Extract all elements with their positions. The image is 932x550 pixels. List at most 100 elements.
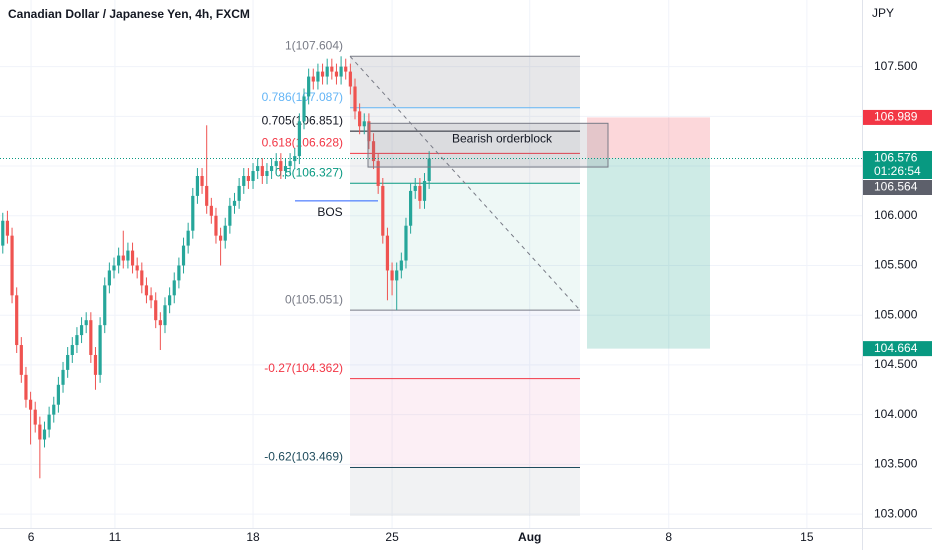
candle-body [214,215,218,236]
candle-body [279,161,283,172]
candle-body [334,71,339,77]
candle-body [418,185,422,201]
candle-body [413,185,417,191]
y-tick-label: 107.500 [874,59,918,73]
candle-body [399,260,403,271]
price-badge-label: 106.564 [874,180,918,194]
drawing-tools: 1(107.604) 0.786(107.087) 0.705(106.851) 0.… [262,38,710,516]
fib-label: 0(105.051) [285,292,343,306]
price-badge [863,341,932,357]
candle-body [130,250,135,266]
candle-body [237,185,241,201]
candle-body [38,424,42,440]
candle-body [395,270,399,281]
candle-body [297,121,301,157]
candle-body [93,354,98,375]
candle-body [358,111,362,127]
orderblock-label: Bearish orderblock [452,131,553,145]
candle-body [70,345,74,355]
candle-body [149,295,153,301]
fib-label: 0.618(106.628) [262,136,343,150]
candle-body [135,265,139,271]
candle-body [390,270,394,281]
candle-body [325,66,329,77]
x-tick-label: 15 [800,530,814,544]
candle-body [121,255,125,261]
candle-body [209,205,213,216]
candle-body [181,245,186,266]
candle-body [353,86,357,112]
fib-band [350,378,580,468]
y-tick-label: 104.000 [874,407,918,421]
candle-body [191,195,195,231]
fib-label: 0.705(106.851) [262,113,343,127]
fib-band [350,131,580,154]
candle-body [367,121,371,142]
candle-body [422,180,427,201]
candle-body [330,66,334,72]
price-badge-label: 106.576 [874,151,918,165]
candle-body [154,300,158,321]
candle-body [33,409,37,425]
y-tick-label: 106.000 [874,208,918,222]
candle-body [288,161,292,167]
y-tick-label: 105.500 [874,258,918,272]
candle-body [42,429,47,440]
candle-body [117,255,121,266]
x-tick-label: 8 [665,530,672,544]
fib-label: 1(107.604) [285,38,343,52]
overlay: Bearish orderblock BOS [0,122,862,219]
price-badge [863,179,932,195]
candle-body [200,176,204,186]
x-tick-label: 6 [28,530,35,544]
y-tick-label: 103.000 [874,506,918,520]
candle-body [66,354,70,370]
fib-label: 0.786(107.087) [262,90,343,104]
x-tick-label: Aug [518,530,541,544]
candle-body [112,265,116,271]
candle-body [223,225,227,241]
fib-band [350,310,580,379]
candle-body [163,305,167,326]
candle-body [265,171,269,176]
candle-body [1,220,5,246]
candle-body [256,166,260,172]
candle-body [28,399,33,410]
candle-body [307,76,311,97]
candle-body [56,384,60,405]
candle-body [320,71,325,77]
candle-body [75,335,79,346]
fib-label: -0.62(103.469) [264,450,343,464]
candle-body [186,230,190,246]
price-badge-label: 106.989 [874,110,918,124]
candle-body [371,141,376,162]
fib-band [350,467,580,516]
x-tick-label: 18 [246,530,260,544]
candle-body [195,176,200,196]
candle-body [158,320,162,326]
candle-body [52,404,56,415]
price-badge-label: 104.664 [874,341,918,355]
candle-body [404,225,408,261]
candle-body [385,235,390,271]
candle-body [5,220,10,236]
candle-body [168,295,172,306]
candle-body [242,176,246,186]
candle-body [84,320,88,326]
trend-line [349,55,581,311]
candle-body [232,200,237,206]
candle-body [89,320,93,355]
candle-body [274,161,278,167]
candle-body [311,76,315,82]
candle-body [61,369,65,385]
candle-body [205,185,209,206]
fib-band [350,107,580,132]
fib-band [350,56,580,108]
chart-title: Canadian Dollar / Japanese Yen, 4h, FXCM [8,7,250,21]
candle-body [19,345,23,375]
x-tick-label: 25 [385,530,399,544]
orderblock [367,122,609,168]
